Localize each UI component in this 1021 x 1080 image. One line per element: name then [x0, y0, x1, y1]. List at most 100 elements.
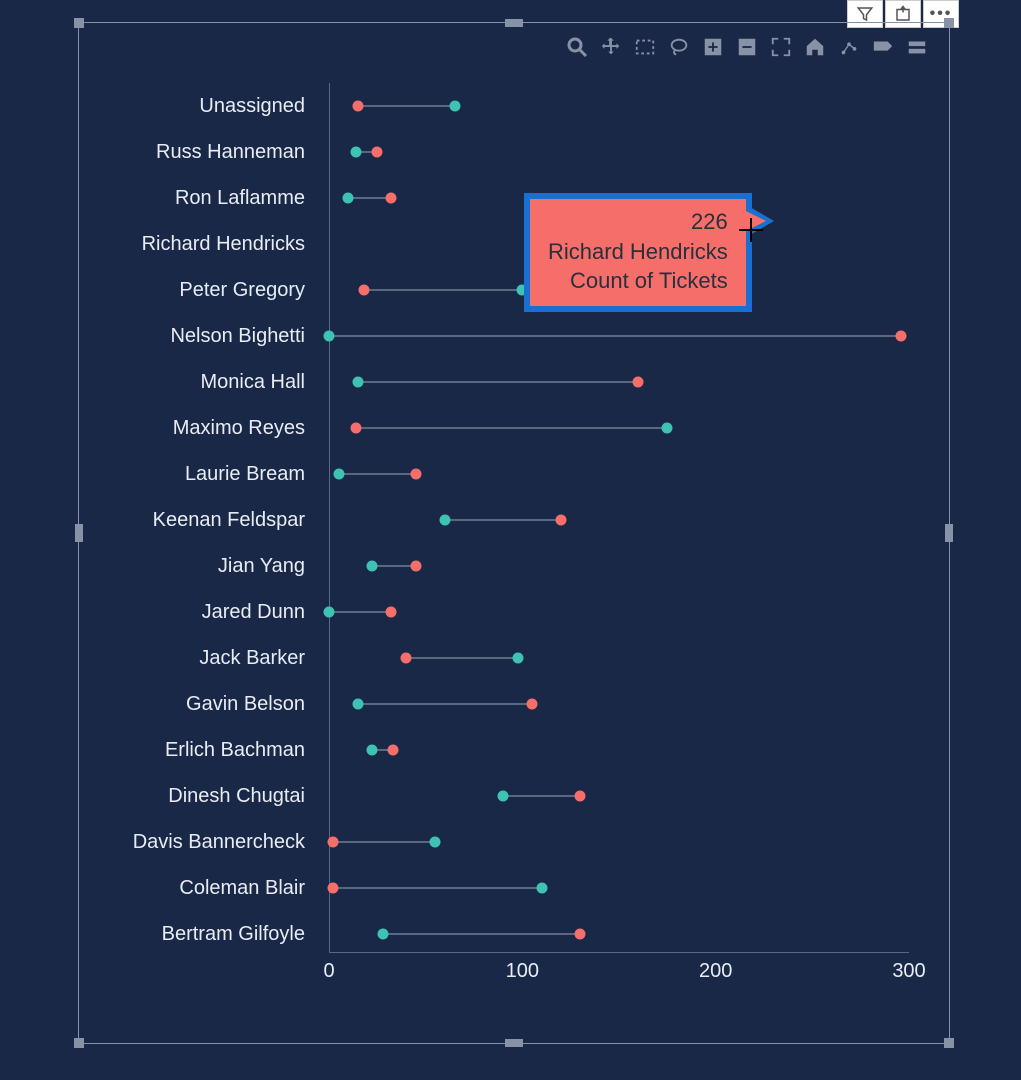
chart-row[interactable]: Jared Dunn [329, 589, 909, 635]
y-category-label: Jared Dunn [69, 601, 319, 624]
zoom-in-button[interactable] [701, 37, 725, 61]
range-end-dot[interactable] [513, 653, 524, 664]
range-segment [339, 473, 416, 475]
range-segment [358, 381, 638, 383]
lasso-button[interactable] [667, 37, 691, 61]
range-end-dot[interactable] [430, 837, 441, 848]
range-start-dot[interactable] [358, 285, 369, 296]
range-end-dot[interactable] [527, 699, 538, 710]
range-segment [383, 933, 580, 935]
range-start-dot[interactable] [327, 883, 338, 894]
chart-row[interactable]: Maximo Reyes [329, 405, 909, 451]
y-category-label: Monica Hall [69, 371, 319, 394]
chart-row[interactable]: Jian Yang [329, 543, 909, 589]
chart-row[interactable]: Nelson Bighetti [329, 313, 909, 359]
range-end-dot[interactable] [449, 101, 460, 112]
range-end-dot[interactable] [536, 883, 547, 894]
resize-handle-br[interactable] [944, 1038, 954, 1048]
range-end-dot[interactable] [575, 929, 586, 940]
y-category-label: Peter Gregory [69, 279, 319, 302]
range-start-dot[interactable] [351, 423, 362, 434]
range-end-dot[interactable] [387, 745, 398, 756]
selection-rect-button[interactable] [633, 37, 657, 61]
zoom-out-button[interactable] [735, 37, 759, 61]
range-end-dot[interactable] [385, 193, 396, 204]
cursor-crosshair [739, 218, 763, 242]
chart-row[interactable]: Dinesh Chugtai [329, 773, 909, 819]
x-tick-label: 200 [699, 960, 732, 983]
range-end-dot[interactable] [896, 331, 907, 342]
range-start-dot[interactable] [366, 745, 377, 756]
range-end-dot[interactable] [411, 561, 422, 572]
range-start-dot[interactable] [353, 699, 364, 710]
range-start-dot[interactable] [324, 607, 335, 618]
home-icon [804, 36, 826, 63]
data-label-button[interactable] [837, 37, 861, 61]
range-segment [333, 841, 435, 843]
resize-handle-bl[interactable] [74, 1038, 84, 1048]
range-start-dot[interactable] [401, 653, 412, 664]
tooltip-metric: Count of Tickets [548, 266, 728, 296]
resize-handle-mb[interactable] [505, 1039, 523, 1047]
chart-row[interactable]: Davis Bannercheck [329, 819, 909, 865]
fit-screen-button[interactable] [769, 37, 793, 61]
range-start-dot[interactable] [333, 469, 344, 480]
range-start-dot[interactable] [324, 331, 335, 342]
chart-row[interactable]: Bertram Gilfoyle [329, 911, 909, 957]
chart-row[interactable]: Erlich Bachman [329, 727, 909, 773]
range-end-dot[interactable] [662, 423, 673, 434]
scale-button[interactable] [905, 37, 929, 61]
range-start-dot[interactable] [353, 377, 364, 388]
range-segment [406, 657, 518, 659]
resize-handle-mt[interactable] [505, 19, 523, 27]
range-segment [333, 887, 542, 889]
range-start-dot[interactable] [498, 791, 509, 802]
range-end-dot[interactable] [385, 607, 396, 618]
x-axis-line [329, 952, 909, 953]
tag-button[interactable] [871, 37, 895, 61]
range-end-dot[interactable] [633, 377, 644, 388]
range-start-dot[interactable] [366, 561, 377, 572]
y-category-label: Jian Yang [69, 555, 319, 578]
tag-icon [871, 36, 895, 63]
home-button[interactable] [803, 37, 827, 61]
y-category-label: Richard Hendricks [69, 233, 319, 256]
range-end-dot[interactable] [411, 469, 422, 480]
chart-row[interactable]: Laurie Bream [329, 451, 909, 497]
y-category-label: Davis Bannercheck [69, 831, 319, 854]
x-ticks: 0100200300 [79, 955, 949, 983]
chart-row[interactable]: Monica Hall [329, 359, 909, 405]
chart-row[interactable]: Keenan Feldspar [329, 497, 909, 543]
range-start-dot[interactable] [351, 147, 362, 158]
export-icon [894, 5, 912, 23]
y-category-label: Nelson Bighetti [69, 325, 319, 348]
filter-icon [856, 5, 874, 23]
chart-row[interactable]: Coleman Blair [329, 865, 909, 911]
range-start-dot[interactable] [327, 837, 338, 848]
range-end-dot[interactable] [556, 515, 567, 526]
range-start-dot[interactable] [440, 515, 451, 526]
range-start-dot[interactable] [353, 101, 364, 112]
chart-row[interactable]: Russ Hanneman [329, 129, 909, 175]
range-start-dot[interactable] [378, 929, 389, 940]
y-category-label: Ron Laflamme [69, 187, 319, 210]
resize-handle-tl[interactable] [74, 18, 84, 28]
chart-row[interactable]: Unassigned [329, 83, 909, 129]
lasso-icon [668, 36, 690, 63]
x-tick-label: 300 [892, 960, 925, 983]
range-start-dot[interactable] [343, 193, 354, 204]
y-category-label: Jack Barker [69, 647, 319, 670]
chart-row[interactable]: Gavin Belson [329, 681, 909, 727]
resize-handle-tr[interactable] [944, 18, 954, 28]
chart-row[interactable]: Jack Barker [329, 635, 909, 681]
chart-toolbar [565, 37, 929, 61]
scale-icon [906, 36, 928, 63]
y-category-label: Erlich Bachman [69, 739, 319, 762]
range-end-dot[interactable] [372, 147, 383, 158]
data-label-icon [838, 36, 860, 63]
range-end-dot[interactable] [575, 791, 586, 802]
zoom-magnifier-button[interactable] [565, 37, 589, 61]
pan-move-button[interactable] [599, 37, 623, 61]
tooltip-value: 226 [548, 207, 728, 237]
pan-move-icon [600, 36, 622, 63]
